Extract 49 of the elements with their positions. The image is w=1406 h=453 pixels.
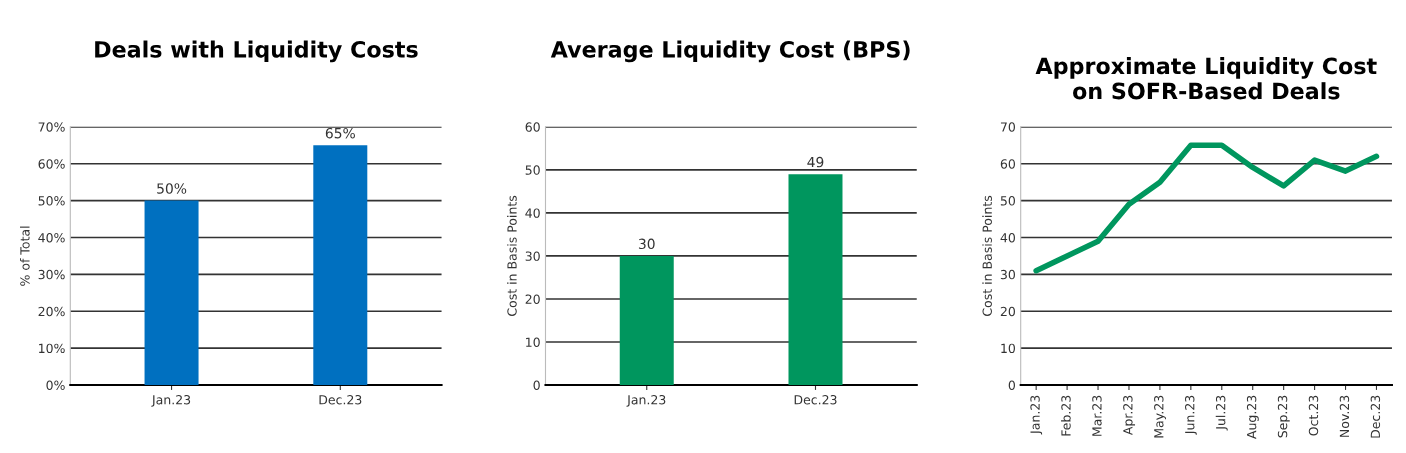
y-tick-label: 20	[525, 294, 540, 304]
y-tick-label: 40	[525, 208, 540, 218]
x-tick-label: Dec.23	[319, 394, 362, 405]
x-tick-label: Apr.23	[1123, 395, 1136, 436]
chart-title: Average Liquidity Cost (BPS)	[550, 40, 910, 63]
y-tick-label: 20%	[38, 306, 65, 317]
x-tick-label: Oct.23	[1308, 395, 1319, 436]
y-tick-label: 0%	[46, 380, 65, 390]
x-tick-label: Feb.23	[1061, 395, 1071, 436]
x-tick-label: Nov.23	[1339, 395, 1350, 437]
x-tick-label: Jun.23	[1185, 395, 1197, 435]
x-tick-label: Jul.23	[1215, 395, 1228, 431]
data-label: 49	[807, 156, 824, 168]
y-tick-label: 20	[1000, 306, 1015, 317]
data-label: 65%	[325, 127, 355, 139]
y-axis-title: Cost in Basis Points	[507, 195, 517, 316]
y-tick-label: 10	[526, 337, 540, 347]
y-tick-label: 30	[525, 251, 540, 261]
x-tick-label: May.23	[1154, 395, 1166, 438]
y-tick-label: 60	[1000, 159, 1015, 169]
y-tick-label: 10	[1001, 343, 1015, 354]
y-tick-label: 50	[525, 165, 540, 175]
y-tick-label: 30	[1000, 269, 1015, 280]
y-tick-label: 0	[533, 380, 540, 390]
chart-title: Approximate Liquidity Cost on SOFR-Based Deals	[1035, 57, 1377, 100]
y-axis-title: Cost in Basis Points	[982, 195, 992, 316]
x-tick-label: Jan.23	[1030, 395, 1043, 435]
y-tick-label: 0	[1008, 380, 1015, 390]
y-tick-label: 70	[1000, 122, 1015, 132]
x-tick-label: Jan.23	[151, 394, 191, 407]
x-tick-label: Dec.23	[1370, 395, 1381, 438]
y-tick-label: 50%	[38, 196, 65, 206]
x-tick-label: Sep.23	[1277, 395, 1290, 438]
y-tick-label: 40%	[38, 232, 65, 243]
y-tick-label: 50	[1000, 196, 1015, 206]
data-label: 50%	[157, 183, 187, 194]
y-tick-label: 60	[525, 122, 540, 132]
y-tick-label: 10%	[39, 343, 65, 354]
data-label: 30	[638, 238, 655, 250]
y-tick-label: 30%	[38, 269, 65, 280]
y-axis-title: % of Total	[20, 226, 30, 286]
x-tick-label: Jan.23	[626, 394, 666, 407]
x-tick-label: Aug.23	[1246, 395, 1259, 439]
y-tick-label: 40	[1000, 232, 1015, 243]
y-tick-label: 70%	[38, 122, 65, 132]
y-tick-label: 60%	[38, 159, 65, 169]
chart-title: Deals with Liquidity Costs	[95, 40, 418, 63]
x-tick-label: Dec.23	[794, 394, 837, 405]
x-tick-label: Mar.23	[1092, 395, 1102, 436]
